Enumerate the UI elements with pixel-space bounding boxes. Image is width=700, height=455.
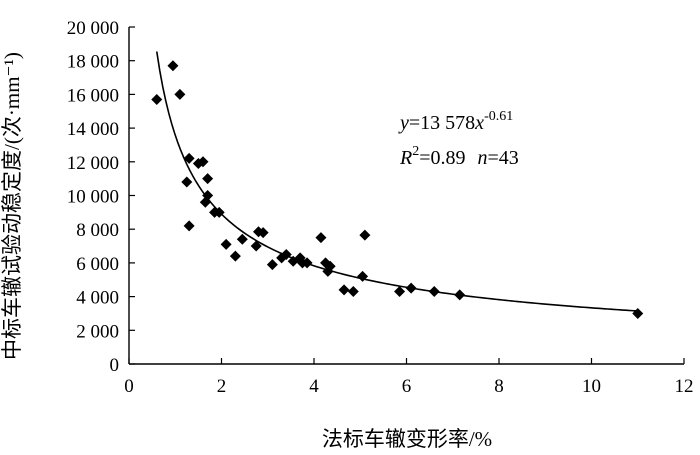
x-axis-title: 法标车辙变形率/% (322, 427, 492, 451)
data-point (266, 259, 278, 271)
data-point (197, 156, 209, 168)
n-var: n (478, 147, 488, 169)
data-point (359, 229, 371, 241)
data-point (202, 173, 214, 185)
data-point (338, 284, 350, 296)
ticks: 0 2 4 6 8 10 12 0 2 000 4 000 6 000 8 000 10 000 12 0… (67, 18, 694, 397)
n-value: =43 (488, 147, 519, 169)
data-point (229, 250, 241, 262)
y-tick-label: 12 000 (67, 153, 119, 174)
data-point (324, 260, 336, 272)
data-point (301, 257, 313, 269)
data-point (454, 289, 466, 301)
y-tick-label: 14 000 (67, 119, 119, 140)
data-point (357, 270, 369, 282)
data-point (257, 227, 269, 239)
data-point (174, 88, 186, 100)
y-tick-label: 6 000 (76, 254, 119, 275)
y-tick-label: 4 000 (76, 288, 119, 309)
data-point (236, 233, 248, 245)
x-tick-label: 4 (309, 376, 319, 397)
y-tick-label: 10 000 (67, 187, 119, 208)
x-tick-label: 6 (402, 376, 412, 397)
r-squared-var: R (399, 147, 412, 169)
x-tick-label: 8 (494, 376, 504, 397)
data-point (280, 248, 292, 260)
x-tick-label: 12 (675, 376, 694, 397)
data-point (220, 238, 232, 250)
data-point (202, 190, 214, 201)
data-point (151, 93, 163, 105)
equation-y-var: y (398, 112, 409, 134)
r-squared-value: =0.89 (419, 147, 465, 169)
data-point (183, 220, 195, 232)
y-tick-label: 2 000 (76, 321, 119, 342)
y-tick-label: 8 000 (76, 220, 119, 241)
equation-coefficient: =13 578 (409, 112, 475, 134)
data-point (181, 176, 193, 188)
fit-curve (155, 51, 638, 312)
data-point (632, 307, 644, 319)
data-point (428, 286, 440, 298)
equation-exponent: -0.61 (484, 109, 513, 124)
data-point (315, 232, 327, 244)
y-tick-label: 20 000 (67, 18, 119, 39)
fit-equation: y=13 578x-0.61 (398, 109, 513, 134)
data-point (347, 286, 359, 298)
y-tick-label: 18 000 (67, 52, 119, 73)
r-squared-exp: 2 (412, 144, 419, 159)
data-points (151, 60, 644, 319)
data-point (213, 206, 225, 218)
x-tick-label: 10 (582, 376, 601, 397)
y-axis-title: 中标车辙试验动稳定度/(次·mm⁻¹) (0, 52, 24, 360)
fit-stats: R2=0.89 n=43 (399, 144, 519, 169)
data-point (250, 240, 262, 252)
equation-x-var: x (474, 112, 484, 134)
data-point (394, 286, 406, 298)
x-tick-label: 0 (124, 376, 134, 397)
y-tick-label: 16 000 (67, 85, 119, 106)
data-point (167, 60, 179, 72)
y-axis-title-text: 中标车辙试验动稳定度/(次·mm⁻¹) (0, 52, 24, 360)
x-tick-label: 2 (217, 376, 227, 397)
data-point (405, 282, 417, 294)
data-point (183, 152, 195, 164)
y-tick-label: 0 (110, 355, 120, 376)
